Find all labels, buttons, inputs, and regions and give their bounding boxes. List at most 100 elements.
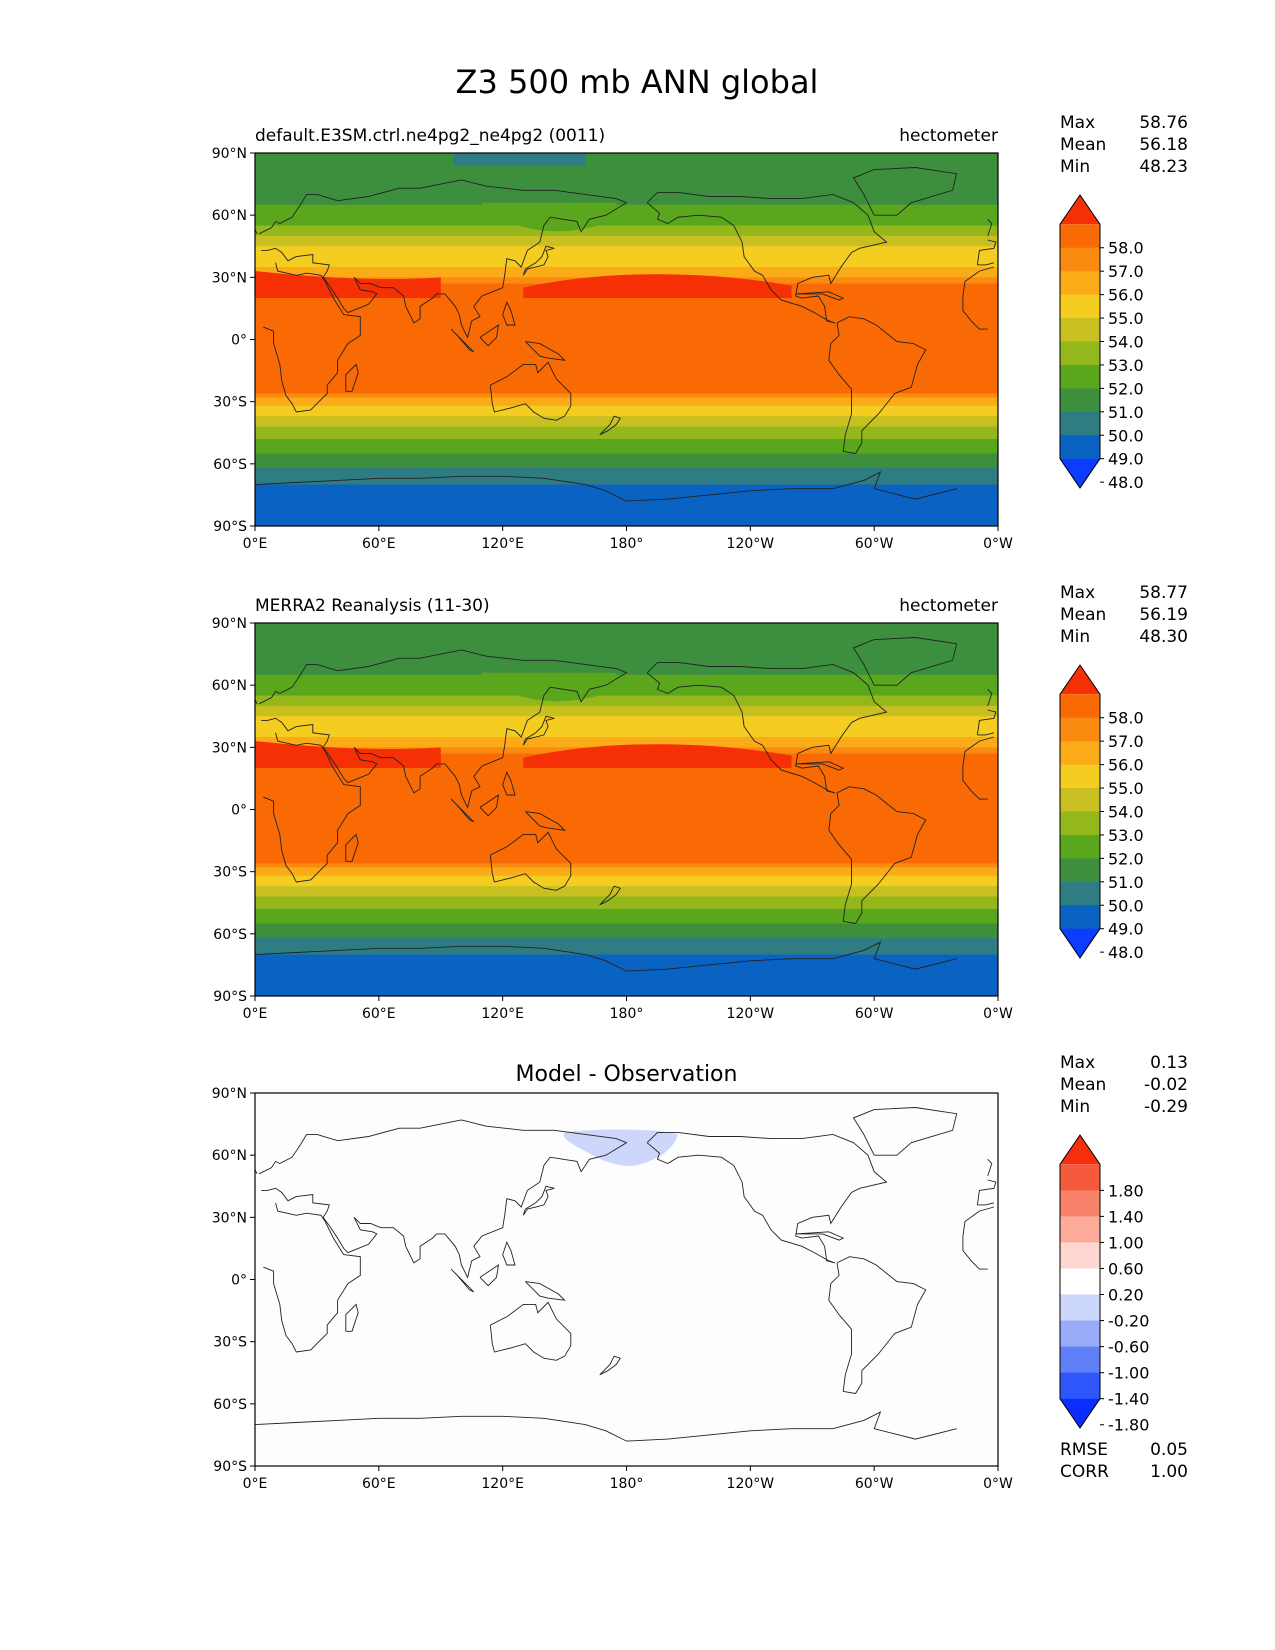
- contour-band: [255, 647, 998, 651]
- contour-band: [255, 461, 998, 465]
- contour-band: [255, 625, 998, 628]
- contour-band: [255, 198, 998, 202]
- coastline: [258, 179, 628, 339]
- contour-band: [255, 155, 998, 158]
- lat-tick-label: 0°: [231, 333, 247, 349]
- contour-band: [255, 641, 998, 645]
- map-axes-1: 90°N 60°N 30°N 0° 30°S 60°S 90°S0°E 60°E 120°E 18…: [212, 146, 1013, 552]
- colorbar-cell: [1060, 788, 1100, 812]
- stat-value-max: 58.77: [1139, 583, 1188, 603]
- contour-band: [255, 443, 998, 446]
- stat-label-mean: Mean: [1060, 1075, 1106, 1095]
- colorbar-cell: [1060, 881, 1100, 906]
- coastline: [987, 218, 993, 237]
- contour-band: [255, 707, 998, 711]
- contour-band: [255, 917, 998, 920]
- contour-band: [255, 163, 998, 167]
- contour-band: [255, 736, 998, 740]
- contour-band: [255, 463, 998, 467]
- lon-tick-label: 0°E: [243, 1476, 268, 1492]
- contour-band: [255, 196, 998, 200]
- contour-band: [255, 467, 998, 471]
- contour-band: [255, 869, 998, 873]
- contour-band: [255, 314, 998, 318]
- coastline: [525, 341, 566, 361]
- map-panel-1: default.E3SM.ctrl.ne4pg2_ne4pg2 (0011) he…: [255, 126, 998, 526]
- contour-band: [255, 819, 998, 823]
- contour-band: [255, 391, 998, 394]
- contour-band: [255, 658, 998, 661]
- contour-band: [255, 743, 998, 746]
- contour-band: [255, 879, 998, 883]
- contour-band: [255, 318, 998, 322]
- contour-band: [255, 206, 998, 210]
- contour-band: [255, 401, 998, 405]
- panel-subtitle-right: hectometer: [899, 126, 998, 146]
- colorbar-cell: [1060, 1268, 1100, 1296]
- contour-band: [255, 474, 998, 477]
- colorbar-tick-label: 58.0: [1108, 239, 1144, 258]
- contour-band: [255, 958, 998, 962]
- coastline: [977, 1202, 995, 1206]
- contour-band: [255, 850, 998, 854]
- contour-band: [255, 668, 998, 672]
- lat-tick-label: 60°S: [213, 927, 247, 943]
- contour-band: [255, 260, 998, 264]
- lat-tick-label: 0°: [231, 1273, 247, 1289]
- colorbar-extend-top: [1060, 665, 1100, 695]
- contour-band: [255, 320, 998, 324]
- contour-band: [255, 790, 998, 794]
- contour-band: [255, 449, 998, 452]
- contour-band: [255, 931, 998, 935]
- colorbar-2: 58.0 57.0 56.0 55.0 54.0 53.0 52.0 51.0 50.0 49.0…: [1059, 664, 1144, 962]
- map-panel-2: MERRA2 Reanalysis (11-30) hectometer: [255, 596, 998, 996]
- lat-tick-label: 30°N: [212, 740, 247, 756]
- colorbar-tick-label: 51.0: [1108, 873, 1144, 892]
- lat-tick-label: 30°S: [213, 395, 247, 411]
- colorbar-tick-label: 52.0: [1108, 379, 1144, 398]
- contour-band: [255, 173, 998, 177]
- contour-band: [255, 298, 998, 301]
- contour-band: [255, 447, 998, 450]
- contour-band: [255, 807, 998, 811]
- coastline: [987, 688, 993, 707]
- contour-band: [255, 302, 998, 305]
- stat-value-max: 58.76: [1139, 113, 1188, 133]
- contour-band: [255, 894, 998, 898]
- contour-band: [255, 424, 998, 428]
- contour-band: [255, 867, 998, 871]
- colorbar-tick-label: 52.0: [1108, 849, 1144, 868]
- contour-band: [255, 925, 998, 929]
- contour-band: [255, 453, 998, 457]
- contour-band: [255, 794, 998, 798]
- contour-band: [255, 865, 998, 869]
- contour-band: [255, 306, 998, 310]
- contour-band: [255, 271, 441, 299]
- contour-band: [255, 159, 998, 162]
- metric-value-rmse: 0.05: [1150, 1440, 1188, 1460]
- contour-band: [255, 250, 998, 254]
- contour-band: [255, 329, 998, 332]
- contour-band: [255, 772, 998, 775]
- contour-band: [255, 420, 998, 423]
- colorbar-tick-label: 49.0: [1108, 920, 1144, 939]
- contour-band: [255, 956, 998, 960]
- contour-band: [255, 223, 998, 227]
- coastline: [345, 1303, 359, 1332]
- contour-band: [255, 898, 998, 902]
- coastline: [502, 301, 516, 326]
- contour-band: [255, 416, 998, 419]
- stat-value-mean: -0.02: [1144, 1075, 1188, 1095]
- colorbar-cell: [1060, 1216, 1100, 1243]
- stat-label-mean: Mean: [1060, 135, 1106, 155]
- coastline: [828, 1256, 927, 1394]
- contour-band: [255, 258, 998, 262]
- contour-band: [255, 720, 998, 724]
- coastline: [599, 415, 621, 436]
- contour-band: [255, 470, 998, 473]
- colorbar-tick-label: 0.20: [1108, 1286, 1144, 1305]
- colorbar-extend-bottom: [1060, 1398, 1100, 1428]
- contour-band: [255, 836, 998, 840]
- contour-band: [255, 188, 998, 191]
- contour-band: [255, 633, 998, 637]
